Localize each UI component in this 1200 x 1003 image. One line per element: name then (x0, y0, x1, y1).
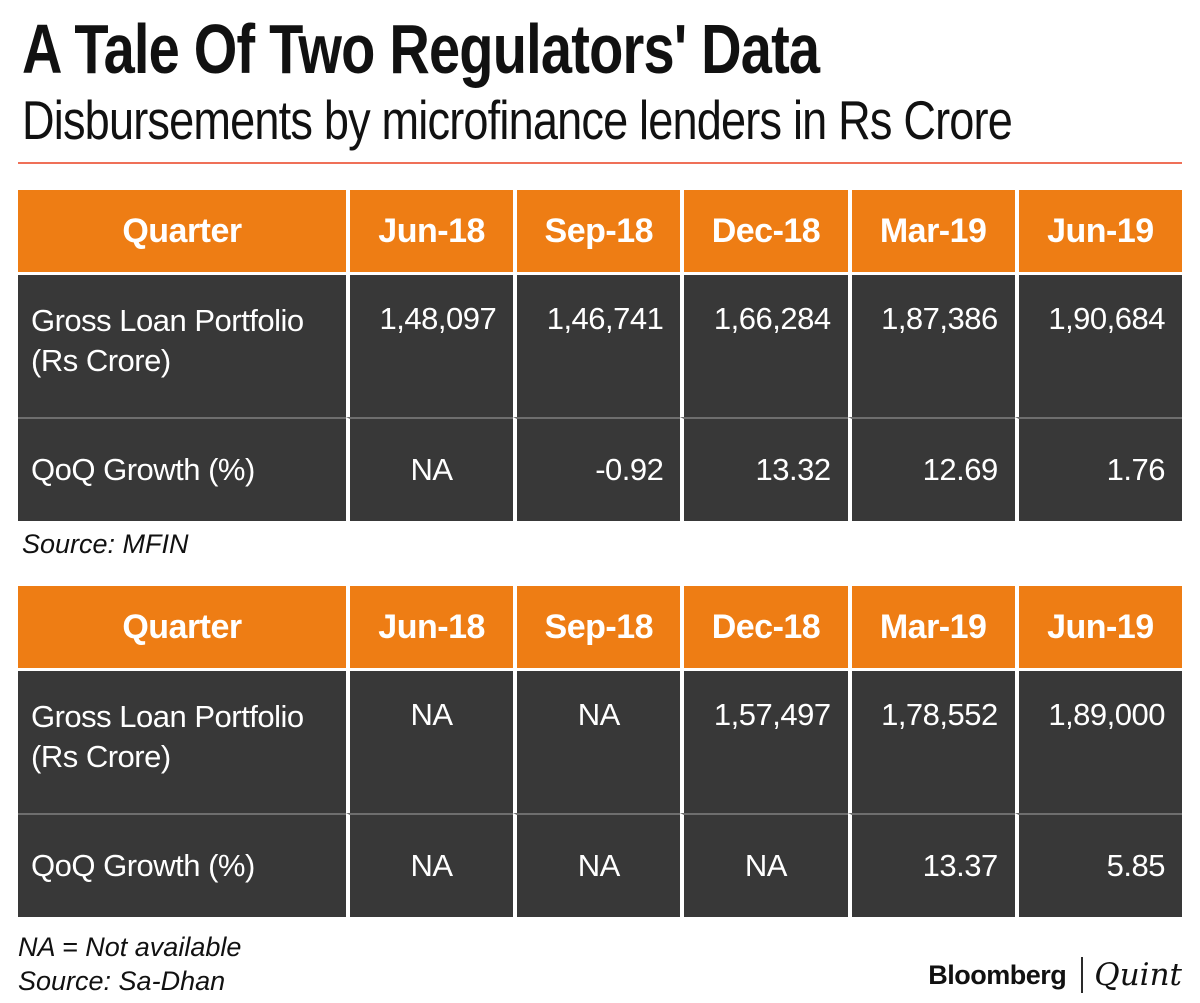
mfin-header-jun-18: Jun-18 (346, 190, 514, 272)
sadhan-header-sep-18: Sep-18 (513, 586, 681, 668)
mfin-qoq-jun-19: 1.76 (1014, 417, 1182, 521)
sadhan-qoq-dec-18: NA (680, 813, 848, 917)
mfin-glp-mar-19: 1,87,386 (847, 272, 1015, 417)
bloomberg-quint-logo: Bloomberg Quint (928, 957, 1182, 998)
sadhan-header-dec-18: Dec-18 (680, 586, 848, 668)
sadhan-glp-sep-18: NA (513, 668, 681, 813)
footer: NA = Not available Source: Sa-Dhan Bloom… (18, 930, 1182, 998)
mfin-qoq-jun-18: NA (346, 417, 514, 521)
mfin-qoq-row-label: QoQ Growth (%) (18, 417, 346, 521)
mfin-header-dec-18: Dec-18 (680, 190, 848, 272)
mfin-source-note: Source: MFIN (22, 529, 189, 559)
sadhan-header-row: Quarter Jun-18 Sep-18 Dec-18 Mar-19 Jun-… (18, 586, 1182, 668)
na-footnote: NA = Not available (18, 932, 242, 962)
mfin-qoq-mar-19: 12.69 (847, 417, 1015, 521)
mfin-glp-dec-18: 1,66,284 (680, 272, 848, 417)
mfin-header-mar-19: Mar-19 (847, 190, 1015, 272)
mfin-qoq-sep-18: -0.92 (513, 417, 681, 521)
sadhan-glp-mar-19: 1,78,552 (847, 668, 1015, 813)
sadhan-qoq-row: QoQ Growth (%) NA NA NA 13.37 5.85 (18, 813, 1182, 917)
mfin-glp-row: Gross Loan Portfolio (Rs Crore) 1,48,097… (18, 272, 1182, 417)
sadhan-glp-jun-18: NA (346, 668, 514, 813)
brand-divider (1081, 957, 1084, 993)
sadhan-qoq-jun-18: NA (346, 813, 514, 917)
mfin-header-row: Quarter Jun-18 Sep-18 Dec-18 Mar-19 Jun-… (18, 190, 1182, 272)
page-title: A Tale Of Two Regulators' Data (22, 10, 820, 88)
sadhan-source-note: Source: Sa-Dhan (18, 966, 226, 996)
sadhan-header-quarter: Quarter (18, 586, 346, 668)
sadhan-qoq-row-label: QoQ Growth (%) (18, 813, 346, 917)
row-label-line: (Rs Crore) (31, 739, 171, 774)
sadhan-qoq-mar-19: 13.37 (847, 813, 1015, 917)
row-label-line: QoQ Growth (%) (31, 848, 255, 883)
mfin-qoq-dec-18: 13.32 (680, 417, 848, 521)
footnotes: NA = Not available Source: Sa-Dhan (18, 930, 241, 998)
sadhan-glp-row: Gross Loan Portfolio (Rs Crore) NA NA 1,… (18, 668, 1182, 813)
row-label-line: Gross Loan Portfolio (31, 303, 304, 338)
sadhan-glp-jun-19: 1,89,000 (1014, 668, 1182, 813)
mfin-qoq-row: QoQ Growth (%) NA -0.92 13.32 12.69 1.76 (18, 417, 1182, 521)
title-divider-line (18, 162, 1182, 164)
sadhan-qoq-sep-18: NA (513, 813, 681, 917)
mfin-header-sep-18: Sep-18 (513, 190, 681, 272)
sadhan-header-jun-18: Jun-18 (346, 586, 514, 668)
bloomberg-wordmark: Bloomberg (928, 959, 1067, 990)
mfin-glp-jun-19: 1,90,684 (1014, 272, 1182, 417)
mfin-table: Quarter Jun-18 Sep-18 Dec-18 Mar-19 Jun-… (18, 190, 1182, 521)
sadhan-table: Quarter Jun-18 Sep-18 Dec-18 Mar-19 Jun-… (18, 586, 1182, 917)
mfin-header-jun-19: Jun-19 (1014, 190, 1182, 272)
row-label-line: (Rs Crore) (31, 343, 171, 378)
page-subtitle: Disbursements by microfinance lenders in… (22, 89, 1013, 151)
row-label-line: QoQ Growth (%) (31, 452, 255, 487)
row-label-line: Gross Loan Portfolio (31, 699, 304, 734)
mfin-glp-row-label: Gross Loan Portfolio (Rs Crore) (18, 272, 346, 417)
sadhan-header-mar-19: Mar-19 (847, 586, 1015, 668)
sadhan-header-jun-19: Jun-19 (1014, 586, 1182, 668)
mfin-header-quarter: Quarter (18, 190, 346, 272)
quint-wordmark: Quint (1094, 957, 1182, 993)
sadhan-glp-row-label: Gross Loan Portfolio (Rs Crore) (18, 668, 346, 813)
sadhan-glp-dec-18: 1,57,497 (680, 668, 848, 813)
mfin-glp-jun-18: 1,48,097 (346, 272, 514, 417)
mfin-glp-sep-18: 1,46,741 (513, 272, 681, 417)
sadhan-qoq-jun-19: 5.85 (1014, 813, 1182, 917)
